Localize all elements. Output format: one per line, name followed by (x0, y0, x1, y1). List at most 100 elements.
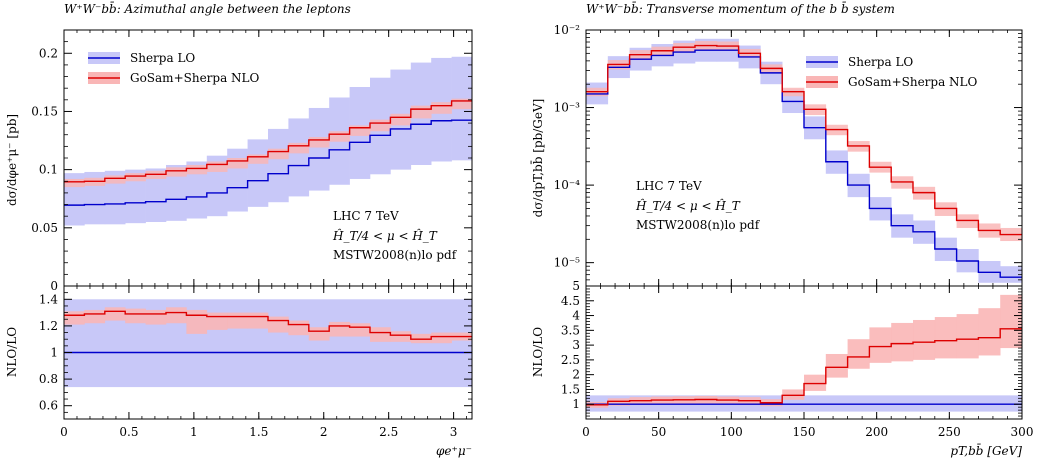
left-nlo-band-bin (186, 164, 208, 175)
left-x-tick-label: 2.5 (379, 425, 398, 439)
left-nlo-band-bin (104, 175, 126, 184)
left-ratio-nlo-band-bin (329, 321, 350, 337)
right-x-tick-label: 150 (793, 425, 816, 439)
left-x-tick-label: 1.5 (249, 425, 268, 439)
left-y-tick-label: 0.05 (31, 221, 58, 235)
left-lo-band-bin (166, 164, 187, 221)
left-ratio-nlo-band-bin (64, 311, 85, 325)
right-x-tick-label: 300 (1011, 425, 1034, 439)
right-chart-title: W⁺W⁻bb̄: Transverse momentum of the b b̄… (586, 0, 895, 16)
right-annotation-line-3: MSTW2008(n)lo pdf (636, 218, 761, 232)
left-nlo-line (64, 100, 472, 183)
left-ratio-nlo-band-bin (186, 309, 208, 334)
left-ratio-nlo-band-bin (390, 331, 412, 342)
right-ratio-tick-label: 2 (572, 368, 580, 382)
left-nlo-band-bin (390, 113, 412, 126)
right-ratio-nlo-band-bin (825, 353, 848, 378)
left-ratio-nlo-band-bin (370, 327, 391, 342)
left-x-tick-label: 0.5 (119, 425, 138, 439)
right-legend-label-nlo: GoSam+Sherpa NLO (848, 75, 978, 89)
right-ratio-nlo-band-bin (891, 322, 914, 362)
left-nlo-band-bin (308, 137, 330, 148)
left-ratio-nlo-band-bin (268, 316, 289, 333)
left-y-tick-label: 0.2 (39, 46, 58, 60)
left-nlo-band-bin (288, 142, 310, 154)
right-ratio-tick-label: 4 (572, 309, 580, 323)
right-lo-line (586, 49, 1022, 278)
right-y-tick-label: 10⁻⁴ (554, 178, 581, 192)
right-lo-band-bin (1000, 266, 1023, 283)
left-nlo-band-bin (370, 119, 391, 132)
left-ratio-nlo-band-bin (145, 309, 167, 325)
right-ratio-tick-label: 4.5 (561, 294, 580, 308)
left-ratio-tick-label: 0.8 (39, 372, 58, 386)
right-ratio-nlo-band-bin (869, 327, 892, 363)
right-ratio-tick-label: 2.5 (561, 353, 580, 367)
left-ratio-nlo-band-bin (166, 307, 187, 324)
right-legend-label-lo: Sherpa LO (848, 55, 913, 69)
right-annotation-line-2: Ĥ_T/4 < μ < Ĥ_T (635, 198, 741, 213)
left-lo-band-bin (186, 161, 208, 219)
left-lo-line (64, 119, 472, 206)
left-nlo-band-bin (125, 173, 146, 182)
right-ratio-nlo-band-bin (934, 317, 957, 359)
left-chart-title: W⁺W⁻bb̄: Azimuthal angle between the lep… (64, 0, 351, 16)
left-annotation-line-3: MSTW2008(n)lo pdf (333, 248, 458, 262)
left-nlo-band-bin (431, 102, 452, 114)
left-ratio-y-axis-label: NLO/LO (5, 327, 19, 377)
right-x-axis-label: pT,bb̄ [GeV] (950, 442, 1022, 458)
left-y-tick-label: 0.15 (31, 104, 58, 118)
left-ratio-tick-label: 1.2 (39, 319, 58, 333)
right-ratio-tick-label: 3.5 (561, 323, 580, 337)
left-annotation: LHC 7 TeV Ĥ_T/4 < μ < Ĥ_T MSTW2008(n)lo … (332, 209, 458, 262)
left-x-tick-label: 2 (320, 425, 328, 439)
left-chart: W⁺W⁻bb̄: Azimuthal angle between the lep… (5, 0, 473, 458)
left-nlo-band-bin (329, 131, 350, 142)
right-ratio-nlo-band-bin (1000, 294, 1023, 349)
left-ratio-nlo-band-bin (288, 320, 310, 336)
left-ratio-tick-label: 1 (50, 346, 58, 360)
left-ratio-nlo-band-bin (227, 312, 248, 329)
left-ratio-nlo-band-bin (349, 323, 371, 337)
left-y-tick-label: 0.1 (39, 163, 58, 177)
right-y-axis-label: dσ/dpT,bb̄ [pb/GeV] (529, 99, 545, 218)
left-ratio-tick-label: 1.4 (39, 292, 58, 306)
left-nlo-band-bin (268, 148, 289, 160)
right-ratio-tick-label: 1.5 (561, 382, 580, 396)
left-legend-label-lo: Sherpa LO (130, 51, 195, 65)
right-ratio-tick-label: 1 (572, 397, 580, 411)
right-chart: W⁺W⁻bb̄: Transverse momentum of the b b̄… (529, 0, 1033, 458)
left-x-tick-label: 0 (60, 425, 68, 439)
left-y-axis-label: dσ/dφe⁺μ⁻ [pb] (5, 114, 19, 206)
right-y-tick-label: 5 (572, 279, 580, 293)
right-ratio-nlo-band-bin (607, 398, 630, 406)
right-ratio-y-axis-label: NLO/LO (531, 327, 545, 377)
left-lo-band-bin (268, 128, 289, 203)
right-ratio-nlo-line (586, 328, 1022, 406)
right-ratio-nlo-band-bin (978, 308, 1001, 356)
right-x-tick-label: 200 (865, 425, 888, 439)
right-x-tick-label: 50 (651, 425, 666, 439)
left-lo-band-bin (145, 168, 167, 222)
right-ratio-nlo-band-bin (782, 389, 805, 400)
left-x-tick-label: 3 (450, 425, 458, 439)
right-y-tick-label: 10⁻³ (554, 101, 581, 115)
left-lo-band-bin (104, 170, 126, 225)
right-x-tick-label: 250 (938, 425, 961, 439)
left-lo-band-bin (125, 169, 146, 224)
right-ratio-nlo-band-bin (847, 339, 870, 369)
left-y-tick-label: 0 (50, 279, 58, 293)
left-ratio-nlo-band-bin (125, 308, 146, 324)
left-nlo-band-bin (349, 125, 371, 136)
left-ratio-nlo-band-bin (206, 312, 228, 330)
left-legend-label-nlo: GoSam+Sherpa NLO (130, 71, 260, 85)
left-nlo-band-bin (247, 154, 269, 164)
right-annotation: LHC 7 TeV Ĥ_T/4 < μ < Ĥ_T MSTW2008(n)lo … (635, 179, 761, 232)
left-nlo-band-bin (227, 158, 248, 169)
left-lo-band-bin (247, 139, 269, 207)
left-x-axis-label: φe⁺μ⁻ (436, 444, 472, 458)
left-legend: Sherpa LO GoSam+Sherpa NLO (88, 51, 260, 85)
right-x-tick-label: 100 (720, 425, 743, 439)
right-y-tick-label: 10⁻² (554, 23, 581, 37)
